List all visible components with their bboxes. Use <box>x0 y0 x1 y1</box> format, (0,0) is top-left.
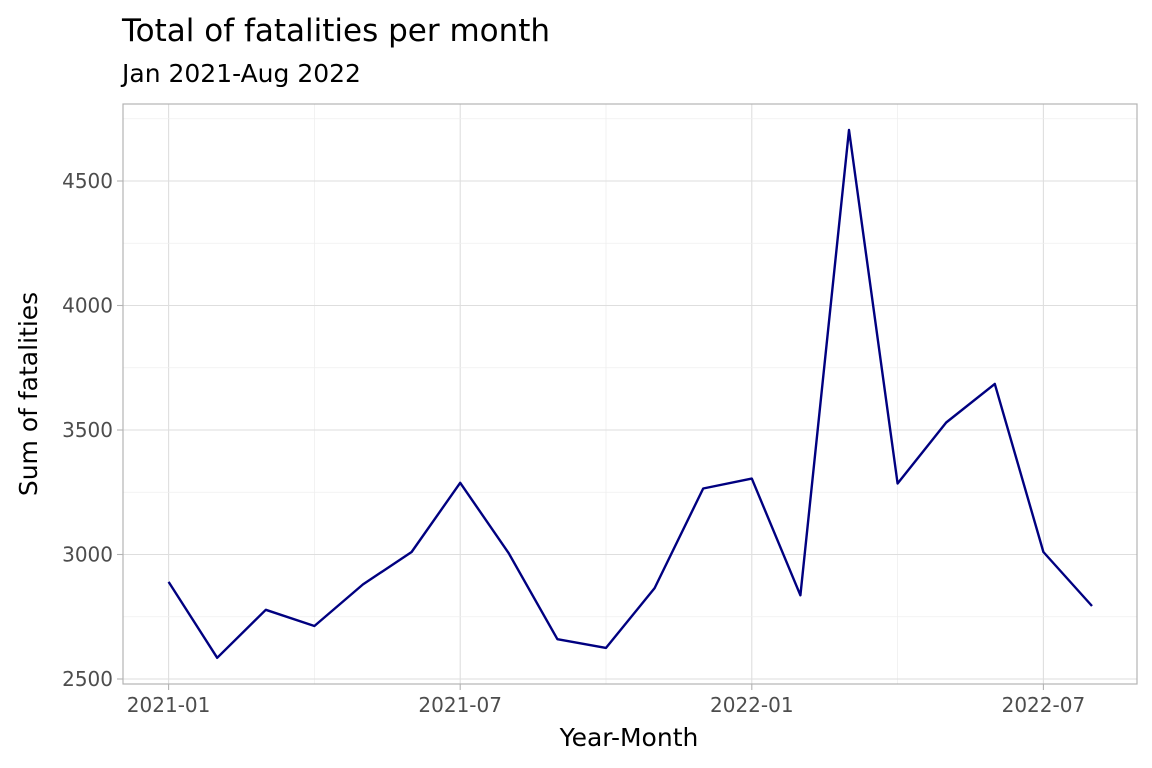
y-tick-label: 3500 <box>62 418 113 442</box>
y-tick-label: 3000 <box>62 543 113 567</box>
x-axis-title: Year-Month <box>559 723 699 752</box>
plot-panel <box>122 103 1138 685</box>
y-axis-title: Sum of fatalities <box>14 292 43 496</box>
y-tick-label: 4500 <box>62 169 113 193</box>
y-tick-labels: 2500 3000 3500 4000 4500 <box>62 169 113 691</box>
x-tick-label: 2021-01 <box>127 693 211 717</box>
x-tick-label: 2022-07 <box>1002 693 1086 717</box>
chart-title: Total of fatalities per month <box>121 13 550 49</box>
chart-subtitle: Jan 2021-Aug 2022 <box>120 59 361 88</box>
x-tick-label: 2022-01 <box>710 693 794 717</box>
y-tick-label: 4000 <box>62 294 113 318</box>
y-tick-label: 2500 <box>62 667 113 691</box>
x-tick-labels: 2021-01 2021-07 2022-01 2022-07 <box>127 693 1085 717</box>
series-line <box>167 128 1093 659</box>
x-tick-label: 2021-07 <box>418 693 502 717</box>
grid <box>123 104 1137 684</box>
series-layer <box>167 128 1093 659</box>
tick-marks <box>117 180 1044 690</box>
